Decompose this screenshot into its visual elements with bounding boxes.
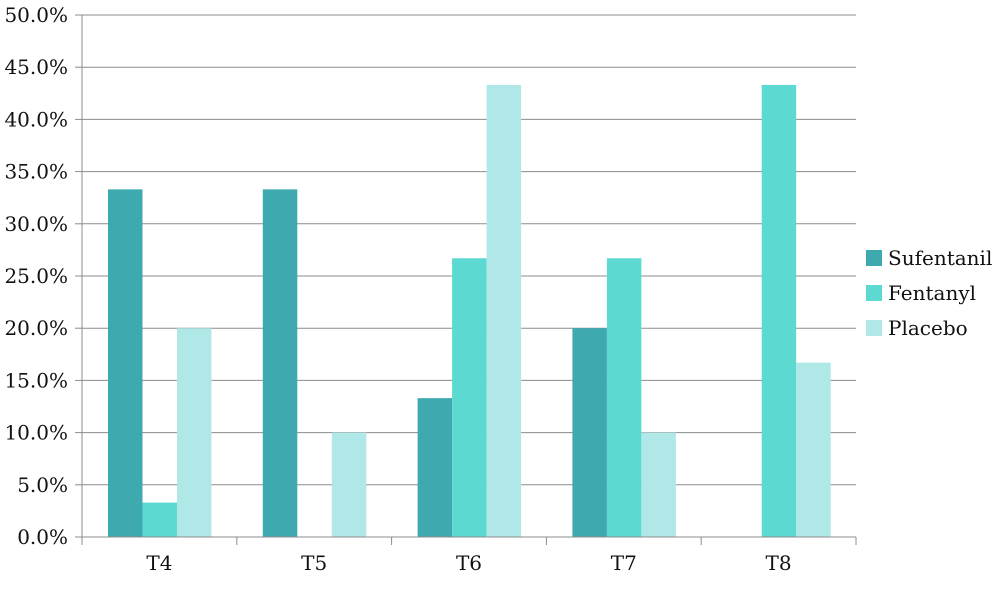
y-tick-label: 20.0% <box>4 316 68 340</box>
legend-swatch <box>866 250 882 266</box>
bar <box>606 258 642 537</box>
bar <box>417 398 453 537</box>
x-tick-label: T6 <box>456 551 482 575</box>
bar <box>142 502 177 537</box>
bar <box>572 328 607 537</box>
x-tick-label: T5 <box>301 551 327 575</box>
x-tick-label: T7 <box>611 551 637 575</box>
y-tick-label: 25.0% <box>4 264 68 288</box>
legend-swatch <box>866 320 882 336</box>
bars <box>108 84 831 537</box>
legend-label: Sufentanil <box>888 246 992 270</box>
bar <box>796 362 831 537</box>
bar <box>262 189 298 537</box>
bar <box>641 432 676 537</box>
bar <box>486 84 522 537</box>
bar <box>452 258 487 537</box>
y-tick-label: 0.0% <box>17 525 68 549</box>
y-tick-label: 50.0% <box>4 3 68 27</box>
bar <box>331 432 367 537</box>
legend-label: Placebo <box>888 316 968 340</box>
y-axis-ticks: 0.0% 5.0% 10.0% 15.0% 20.0% 25.0% 30.0% 35.0% 40… <box>4 3 82 549</box>
legend-swatch <box>866 285 882 301</box>
axes <box>81 15 856 538</box>
y-tick-label: 5.0% <box>17 473 68 497</box>
bar <box>108 189 143 537</box>
y-tick-label: 15.0% <box>4 368 68 392</box>
bar <box>761 84 797 537</box>
y-tick-label: 10.0% <box>4 421 68 445</box>
y-tick-label: 40.0% <box>4 107 68 131</box>
y-tick-label: 30.0% <box>4 212 68 236</box>
y-tick-label: 35.0% <box>4 160 68 184</box>
bar <box>177 328 212 537</box>
x-axis-ticks: T4 T5 T6 T7 T8 <box>81 537 857 575</box>
legend-label: Fentanyl <box>888 281 976 305</box>
x-tick-label: T4 <box>146 551 172 575</box>
legend: Sufentanil Fentanyl Placebo <box>866 246 992 340</box>
x-tick-label: T8 <box>766 551 792 575</box>
y-tick-label: 45.0% <box>4 55 68 79</box>
